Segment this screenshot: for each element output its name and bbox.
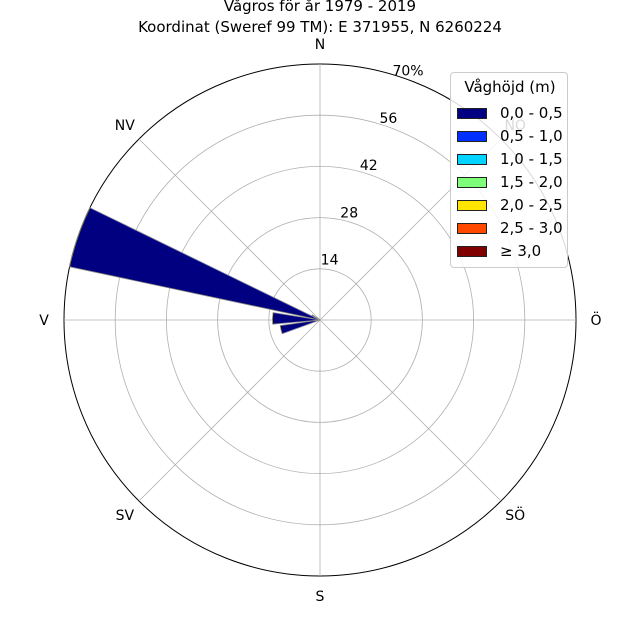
grid-spoke <box>138 138 321 321</box>
direction-label: NV <box>115 118 135 134</box>
direction-label: S <box>316 589 325 605</box>
rose-sector <box>272 312 321 325</box>
legend-item: 0,5 - 1,0 <box>457 127 565 146</box>
legend-item: 1,5 - 2,0 <box>457 173 565 192</box>
legend-label: 2,0 - 2,5 <box>500 196 563 214</box>
legend-swatch <box>457 108 487 119</box>
radial-tick-label: 56 <box>379 111 397 127</box>
radial-tick-label: 28 <box>340 205 358 221</box>
legend-swatch <box>457 131 487 142</box>
legend-title: Våghöjd (m) <box>464 78 556 96</box>
grid-spoke <box>319 319 502 502</box>
rose-sector <box>311 314 321 321</box>
legend-item: ≥ 3,0 <box>457 242 565 261</box>
rose-sector <box>279 319 321 335</box>
rose-sector <box>69 207 321 321</box>
legend-label: 0,0 - 0,5 <box>500 104 563 122</box>
legend-item: 2,5 - 3,0 <box>457 219 565 238</box>
legend-label: 1,5 - 2,0 <box>500 173 563 191</box>
legend-swatch <box>457 223 487 234</box>
legend-item: 0,0 - 0,5 <box>457 104 565 123</box>
legend-label: ≥ 3,0 <box>500 242 542 260</box>
direction-label: Ö <box>590 311 601 329</box>
legend-swatch <box>457 154 487 165</box>
legend-item: 1,0 - 1,5 <box>457 150 565 169</box>
direction-label: SV <box>116 508 135 524</box>
radial-tick-label: 70% <box>392 64 423 80</box>
direction-label: SÖ <box>505 506 525 524</box>
legend-label: 1,0 - 1,5 <box>500 150 563 168</box>
direction-label: N <box>315 37 325 53</box>
legend: Våghöjd (m) 0,0 - 0,5 0,5 - 1,0 1,0 - 1,… <box>450 72 568 268</box>
radial-tick-label: 14 <box>321 253 339 269</box>
chart-subtitle: Koordinat (Sweref 99 TM): E 371955, N 62… <box>138 18 502 36</box>
legend-label: 0,5 - 1,0 <box>500 127 563 145</box>
chart-title: Vågros för år 1979 - 2019 <box>223 0 417 15</box>
radial-tick-label: 42 <box>360 158 378 174</box>
legend-swatch <box>457 177 487 188</box>
direction-label: V <box>39 313 49 329</box>
legend-item: 2,0 - 2,5 <box>457 196 565 215</box>
legend-swatch <box>457 200 487 211</box>
legend-label: 2,5 - 3,0 <box>500 219 563 237</box>
grid-spoke <box>138 319 321 502</box>
legend-swatch <box>457 246 487 257</box>
